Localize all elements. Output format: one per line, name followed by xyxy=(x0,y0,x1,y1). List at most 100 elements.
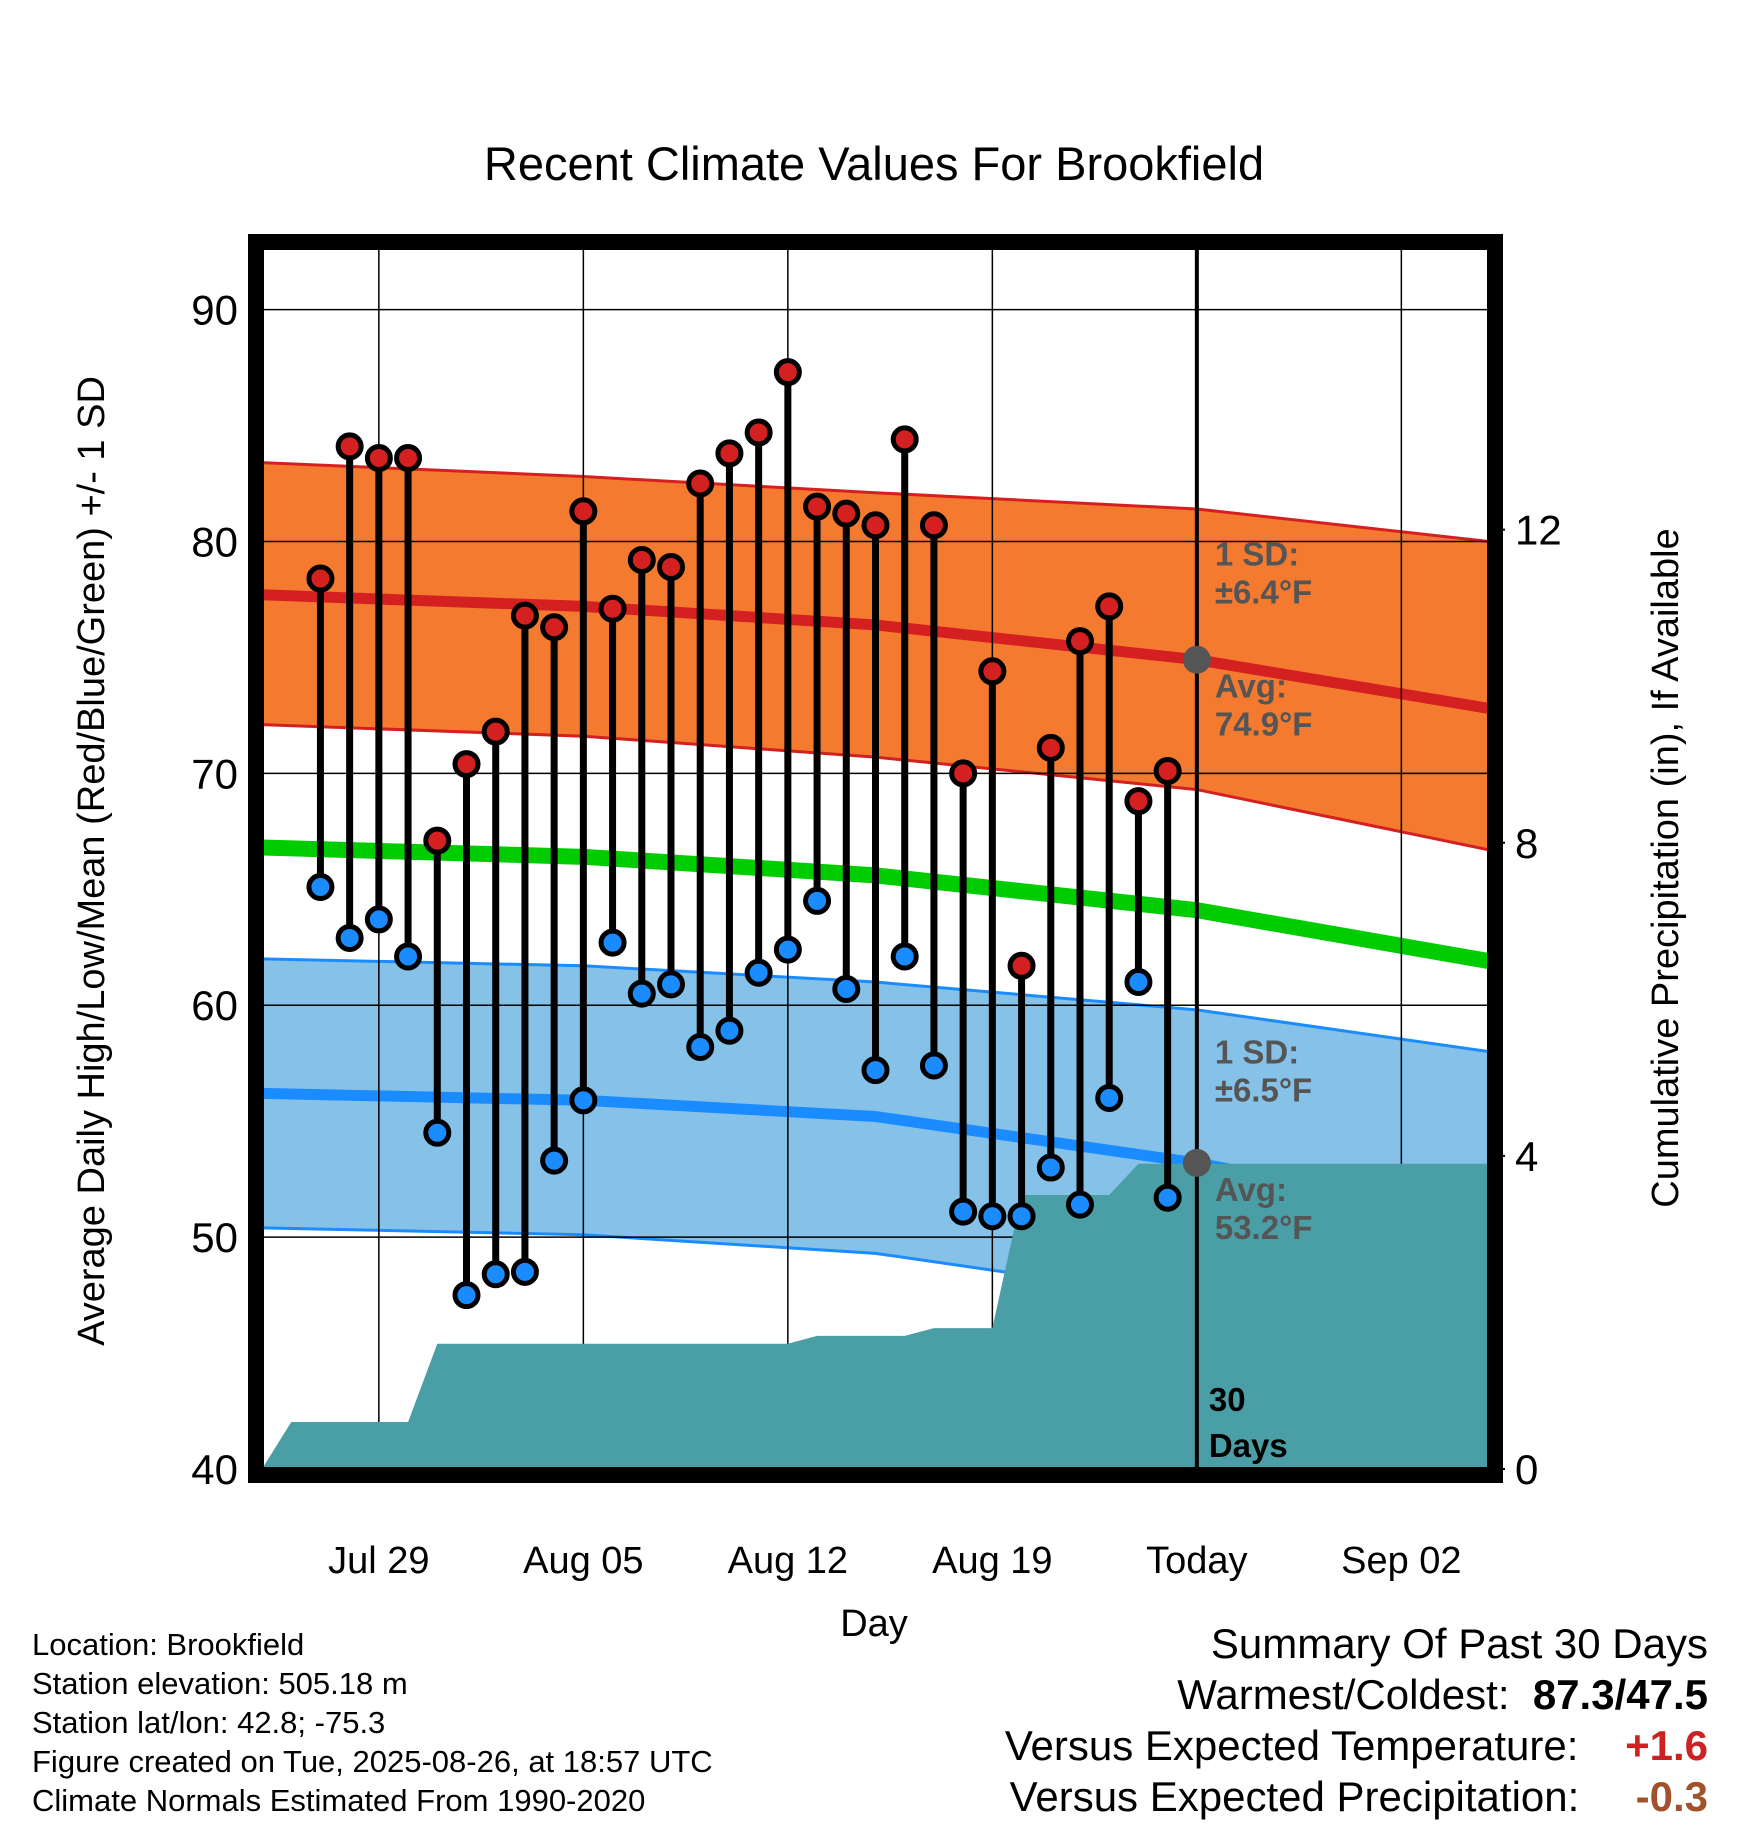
daily-low-point xyxy=(1124,968,1153,997)
x-tick-label: Aug 12 xyxy=(728,1540,848,1582)
precip-anomaly-value: -0.3 xyxy=(1635,1773,1708,1820)
daily-high-point xyxy=(1124,787,1153,816)
x-tick-label: Jul 29 xyxy=(328,1540,429,1582)
daily-high-point xyxy=(510,601,539,630)
daily-low-point xyxy=(306,872,335,901)
daily-low-point xyxy=(832,974,861,1003)
daily-low-point xyxy=(890,942,919,971)
daily-low-point xyxy=(919,1051,948,1080)
daily-high-point xyxy=(978,657,1007,686)
daily-low-point xyxy=(598,928,627,957)
daily-high-point xyxy=(394,443,423,472)
summary-panel: Summary Of Past 30 Days Warmest/Coldest:… xyxy=(1005,1618,1708,1822)
y-tick-label: 50 xyxy=(191,1214,238,1261)
x-tick-label: Sep 02 xyxy=(1341,1540,1461,1582)
daily-high-point xyxy=(773,358,802,387)
precip-area xyxy=(262,1163,1489,1469)
daily-low-point xyxy=(481,1260,510,1289)
daily-low-point xyxy=(803,886,832,915)
summary-warm-cold: Warmest/Coldest: 87.3/47.5 xyxy=(1005,1669,1708,1720)
y-tick-label: 80 xyxy=(191,518,238,565)
high-sd-annotation-value: ±6.4°F xyxy=(1215,573,1312,610)
daily-high-point xyxy=(890,425,919,454)
summary-precip: Versus Expected Precipitation: -0.3 xyxy=(1005,1771,1708,1822)
daily-high-point xyxy=(715,439,744,468)
daily-high-point xyxy=(949,759,978,788)
daily-low-point xyxy=(773,935,802,964)
daily-high-point xyxy=(1036,733,1065,762)
daily-low-point xyxy=(978,1202,1007,1231)
high-sd-annotation-label: 1 SD: xyxy=(1215,535,1299,572)
daily-low-point xyxy=(627,979,656,1008)
x-tick-label: Aug 05 xyxy=(523,1540,643,1582)
station-elevation: Station elevation: 505.18 m xyxy=(32,1666,408,1701)
high-avg-annotation-value: 74.9°F xyxy=(1215,706,1313,743)
daily-high-point xyxy=(919,511,948,540)
daily-low-point xyxy=(1036,1153,1065,1182)
daily-low-point xyxy=(452,1281,481,1310)
today-high-normal-marker xyxy=(1182,645,1211,674)
daily-high-point xyxy=(686,469,715,498)
daily-low-point xyxy=(744,958,773,987)
daily-high-point xyxy=(657,552,685,581)
warm-cold-value: 87.3/47.5 xyxy=(1532,1671,1708,1718)
station-location: Location: Brookfield xyxy=(32,1627,305,1662)
precip-anomaly-label: Versus Expected Precipitation: xyxy=(1009,1773,1580,1820)
daily-low-point xyxy=(1007,1202,1036,1231)
y-tick-label: 90 xyxy=(191,287,238,334)
temp-anomaly-value: +1.6 xyxy=(1625,1722,1708,1769)
daily-high-point xyxy=(861,511,890,540)
daily-low-point xyxy=(423,1118,452,1147)
daily-high-point xyxy=(1095,592,1124,621)
y-axis-label: Average Daily High/Low/Mean (Red/Blue/Gr… xyxy=(71,376,113,1346)
daily-high-point xyxy=(306,564,335,593)
daily-low-point xyxy=(949,1197,978,1226)
daily-low-point xyxy=(394,942,423,971)
y2-tick-label: 4 xyxy=(1515,1133,1538,1180)
station-info: Location: Brookfield Station elevation: … xyxy=(32,1625,713,1820)
low-avg-annotation-label: Avg: xyxy=(1215,1171,1287,1208)
daily-high-point xyxy=(1007,951,1036,980)
chart-title: Recent Climate Values For Brookfield xyxy=(484,137,1264,190)
daily-high-point xyxy=(598,594,627,623)
figure-created: Figure created on Tue, 2025-08-26, at 18… xyxy=(32,1744,713,1779)
daily-high-point xyxy=(803,492,832,521)
today-low-normal-marker xyxy=(1182,1148,1211,1177)
low-sd-annotation-label: 1 SD: xyxy=(1215,1034,1299,1071)
daily-high-point xyxy=(1066,627,1094,656)
daily-high-point xyxy=(364,443,393,472)
daily-high-point xyxy=(481,717,510,746)
daily-low-point xyxy=(1095,1083,1124,1112)
warm-cold-label: Warmest/Coldest: xyxy=(1177,1671,1510,1718)
low-avg-annotation-value: 53.2°F xyxy=(1215,1209,1313,1246)
days-label-text: Days xyxy=(1209,1427,1288,1464)
climate-normals-period: Climate Normals Estimated From 1990-2020 xyxy=(32,1783,646,1818)
daily-high-point xyxy=(569,497,598,526)
daily-high-point xyxy=(1153,757,1182,786)
daily-low-point xyxy=(1153,1183,1182,1212)
summary-temp: Versus Expected Temperature: +1.6 xyxy=(1005,1720,1708,1771)
plot-frame xyxy=(248,234,1503,1483)
y-tick-label: 60 xyxy=(191,982,238,1029)
daily-high-point xyxy=(744,418,773,447)
station-latlon: Station lat/lon: 42.8; -75.3 xyxy=(32,1705,386,1740)
daily-low-point xyxy=(364,905,393,934)
low-sd-annotation-value: ±6.5°F xyxy=(1215,1072,1312,1109)
daily-high-point xyxy=(452,750,481,779)
x-tick-label: Today xyxy=(1146,1540,1247,1582)
y-tick-label: 70 xyxy=(191,750,238,797)
y2-tick-label: 8 xyxy=(1515,820,1538,867)
high-sd-upper-line xyxy=(262,461,1489,543)
daily-low-point xyxy=(715,1016,744,1045)
y2-tick-label: 0 xyxy=(1515,1446,1538,1493)
daily-low-point xyxy=(569,1086,598,1115)
daily-high-point xyxy=(335,432,364,461)
daily-high-point xyxy=(423,826,452,855)
daily-low-point xyxy=(861,1056,890,1085)
high-avg-annotation-label: Avg: xyxy=(1215,668,1287,705)
daily-high-point xyxy=(540,613,569,642)
y2-tick-label: 12 xyxy=(1515,507,1562,554)
x-tick-label: Aug 19 xyxy=(932,1540,1052,1582)
daily-low-point xyxy=(540,1146,569,1175)
